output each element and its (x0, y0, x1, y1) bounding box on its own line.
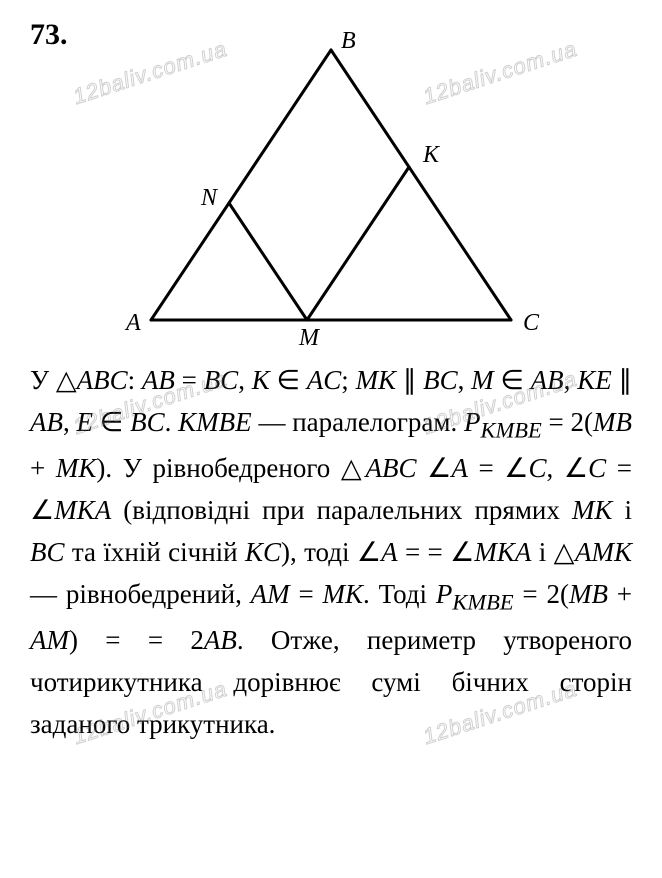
figure-segment (307, 167, 409, 320)
problem-number: 73. (30, 18, 68, 52)
vertex-label-C: C (523, 310, 540, 336)
vertex-label-M: M (298, 325, 321, 350)
figure-segment (151, 50, 331, 320)
figure-segment (229, 203, 307, 320)
vertex-label-B: B (341, 30, 356, 54)
figure-labels: A B C M N K (124, 30, 540, 350)
vertex-label-N: N (200, 185, 219, 211)
page: 73. A B C M N K У △ABC: AB = BC, K ∈ AC; MK ∥… (0, 0, 662, 878)
vertex-label-A: A (124, 310, 141, 336)
vertex-label-K: K (422, 142, 441, 168)
triangle-figure: A B C M N K (91, 30, 571, 350)
solution-text: У △ABC: AB = BC, K ∈ AC; MK ∥ BC, M ∈ AB… (30, 360, 632, 745)
figure-segment (331, 50, 511, 320)
